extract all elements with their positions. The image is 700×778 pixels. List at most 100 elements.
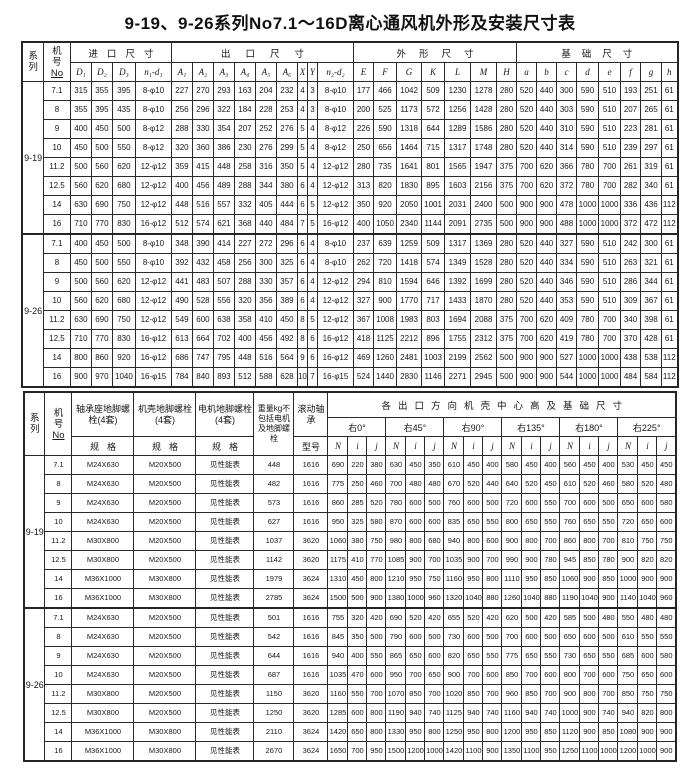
value-cell: 620 (90, 176, 113, 196)
value-cell: 1200 (405, 741, 426, 762)
value-cell: 1259 (396, 233, 423, 254)
value-cell: 920 (111, 348, 136, 368)
value-cell: 227 (233, 233, 256, 254)
value-cell: 520 (463, 607, 484, 628)
column-header: e (598, 62, 622, 82)
value-cell: 380 (275, 176, 298, 196)
value-cell: 2481 (396, 348, 423, 368)
value-cell: 690 (90, 310, 113, 330)
value-cell: 600 (521, 493, 542, 513)
value-cell: 900 (521, 550, 542, 570)
value-cell: 1000 (576, 348, 600, 368)
value-cell: 184 (233, 100, 256, 120)
value-cell: 747 (191, 348, 214, 368)
value-cell: M20X500 (133, 493, 197, 513)
value-cell: 419 (556, 329, 578, 349)
value-cell: 1650 (327, 741, 349, 762)
value-cell: 276 (275, 119, 298, 139)
value-cell: 990 (501, 550, 523, 570)
value-cell: 1000 (637, 741, 658, 762)
table-row: 9 400 450 500 8-φ12 288 330 354 207 252 276 5 4 8-φ12… (22, 119, 679, 139)
value-cell: 510 (598, 233, 622, 254)
value-cell: 600 (598, 665, 619, 685)
value-cell: 900 (501, 531, 523, 551)
value-cell: 12-φ12 (316, 157, 355, 177)
angle-subcolumn-header: N (443, 436, 465, 456)
value-cell: 500 (496, 214, 518, 235)
value-cell: 251 (640, 81, 663, 101)
value-cell: 710 (69, 214, 92, 235)
value-cell: 见性能表 (195, 722, 255, 742)
value-cell: 1694 (444, 310, 472, 330)
value-cell: M20X500 (133, 531, 197, 551)
value-cell: 630 (69, 195, 92, 215)
value-cell: 750 (656, 531, 677, 551)
value-cell: 2212 (396, 329, 423, 349)
value-cell: 3620 (293, 531, 329, 551)
value-cell: 16-φ12 (134, 214, 172, 235)
value-cell: 700 (516, 310, 538, 330)
value-cell: 580 (366, 512, 387, 532)
value-cell: 850 (617, 684, 639, 704)
value-cell: 860 (327, 493, 349, 513)
value-cell: 600 (366, 665, 387, 685)
value-cell: 1080 (617, 722, 639, 742)
value-cell: M36X1000 (71, 741, 135, 762)
value-cell: 770 (90, 329, 113, 349)
value-cell: 690 (327, 455, 349, 475)
value-cell: 538 (640, 348, 663, 368)
value-cell: 650 (579, 646, 600, 666)
value-cell: 256 (170, 100, 193, 120)
value-cell: 16-φ15 (316, 367, 355, 388)
value-cell: 1040 (579, 588, 600, 609)
value-cell: 740 (424, 703, 445, 723)
table-row: 10 560 620 680 12-φ12 490 528 556 320 356 389 6 4 12-… (22, 291, 679, 311)
value-cell: 510 (598, 272, 622, 292)
value-cell: 5 (296, 157, 308, 177)
value-cell: 588 (254, 367, 277, 388)
value-cell: M24X630 (71, 627, 135, 647)
bolt-group-header: 机壳地脚螺栓(4套) (133, 391, 197, 437)
value-cell: 1310 (327, 569, 349, 589)
value-cell: 4 (306, 119, 318, 139)
value-cell: 627 (253, 512, 295, 532)
value-cell: 820 (373, 176, 398, 196)
value-cell: 480 (405, 474, 426, 494)
value-cell: M20X500 (133, 474, 197, 494)
value-cell: 8-φ10 (134, 100, 172, 120)
value-cell: 850 (598, 569, 619, 589)
value-cell: 1100 (579, 741, 600, 762)
table-row: 9-19 7.1 315 355 395 8-φ10 227 270 293 163 204 232 4… (21, 81, 679, 235)
group-header: 出口尺寸 (170, 41, 355, 63)
value-cell: 313 (353, 176, 375, 196)
model-cell: 12.5 (42, 176, 71, 196)
value-cell: 590 (576, 138, 600, 158)
model-cell: 16 (44, 588, 73, 609)
angle-subcolumn-header: i (463, 436, 484, 456)
value-cell: 340 (620, 310, 642, 330)
value-cell: 1830 (396, 176, 423, 196)
value-cell: 1870 (470, 291, 498, 311)
page-title: 9-19、9-26系列No7.1～16D离心通风机外形及安装尺寸表 (124, 14, 576, 33)
value-cell: 1349 (444, 253, 472, 273)
value-cell: 850 (598, 722, 619, 742)
value-cell: 309 (620, 291, 642, 311)
value-cell: 6 (296, 195, 308, 215)
value-cell: 500 (90, 138, 113, 158)
value-cell: 见性能表 (195, 531, 255, 551)
value-cell: 1318 (396, 119, 423, 139)
value-cell: 750 (637, 684, 658, 704)
value-cell: 1330 (385, 722, 407, 742)
value-cell: 1289 (444, 119, 472, 139)
value-cell: 900 (536, 195, 558, 215)
value-cell: 1020 (443, 684, 465, 704)
value-cell: 16-φ12 (134, 348, 172, 368)
value-cell: 见性能表 (195, 569, 255, 589)
value-cell: 1500 (385, 741, 407, 762)
value-cell: 6 (296, 176, 308, 196)
value-cell: 960 (424, 588, 445, 609)
value-cell: 550 (347, 684, 368, 704)
angle-subcolumn-header: N (559, 436, 581, 456)
value-cell: 3624 (293, 588, 329, 609)
value-cell: 1603 (444, 176, 472, 196)
